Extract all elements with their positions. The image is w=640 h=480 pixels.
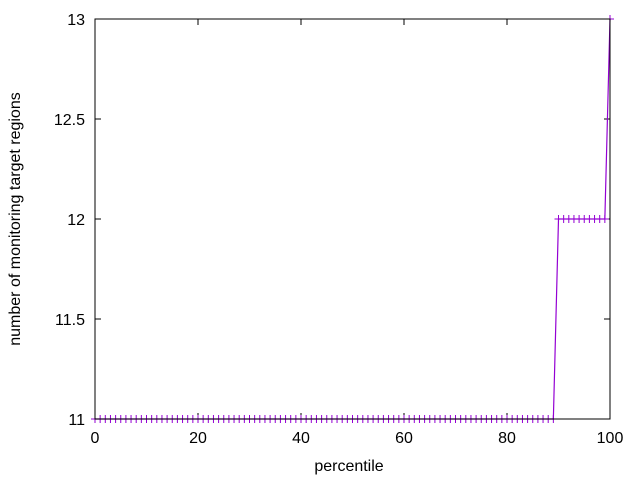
y-tick-label: 12 bbox=[67, 212, 85, 229]
series-line bbox=[95, 18, 611, 420]
plot-border bbox=[94, 18, 611, 420]
y-tick-label: 11 bbox=[68, 412, 85, 429]
y-tick-label: 12.5 bbox=[54, 112, 85, 129]
y-tick-label: 13 bbox=[67, 12, 85, 29]
x-tick-label: 0 bbox=[91, 430, 100, 447]
y-axis-label: number of monitoring target regions bbox=[7, 92, 24, 345]
x-tick-label: 20 bbox=[189, 430, 207, 447]
x-tick-label: 100 bbox=[597, 430, 624, 447]
x-tick-label: 40 bbox=[292, 430, 310, 447]
x-tick-label: 80 bbox=[498, 430, 516, 447]
x-tick-label: 60 bbox=[395, 430, 413, 447]
data-point bbox=[600, 215, 609, 223]
x-axis-label: percentile bbox=[314, 458, 383, 475]
y-tick-label: 11.5 bbox=[55, 312, 85, 329]
